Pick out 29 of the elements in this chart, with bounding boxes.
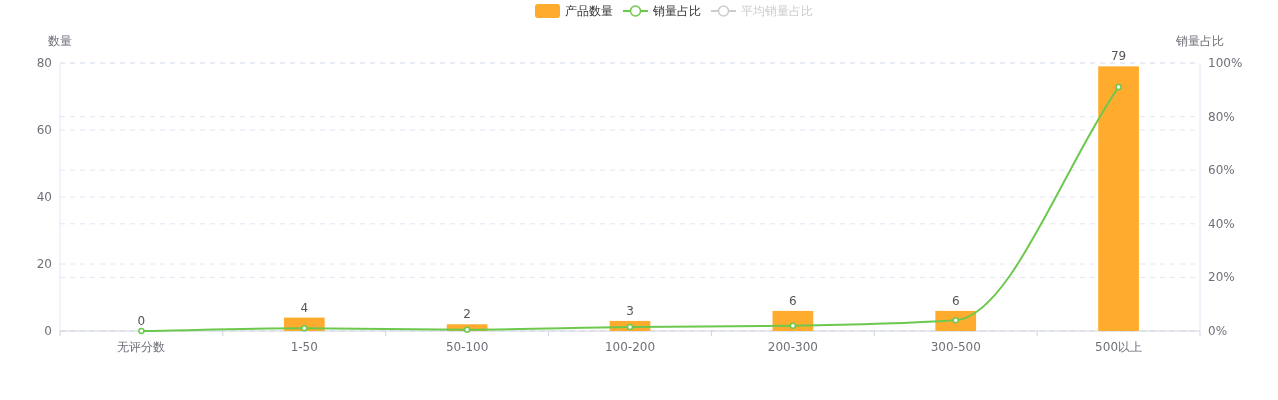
data-label: 6: [789, 293, 797, 308]
y2-tick-label: 40%: [1208, 216, 1235, 231]
data-label: 0: [137, 314, 146, 328]
y2-tick-label: 20%: [1208, 270, 1235, 285]
x-tick-label: 50-100: [445, 340, 489, 354]
x-tick-label: 1-50: [290, 340, 318, 354]
legend-label: 产品数量: [565, 4, 613, 18]
data-label: 6: [951, 293, 960, 308]
x-tick-label: 300-500: [930, 340, 981, 354]
y-axis-title: 数量: [48, 34, 72, 48]
data-label: 3: [626, 303, 634, 318]
y2-tick-label: 60%: [1208, 163, 1235, 178]
y-tick-label: 60: [36, 123, 52, 137]
y2-tick-label: 100%: [1208, 56, 1243, 70]
y-tick-label: 0: [44, 324, 52, 338]
x-tick-label: 200-300: [767, 340, 818, 354]
data-label: 2: [463, 307, 471, 322]
y-tick-label: 40: [36, 190, 52, 204]
data-label: 4: [300, 300, 309, 315]
y2-tick-label: 0%: [1208, 324, 1228, 338]
x-tick-label: 100-200: [604, 340, 656, 354]
x-tick-label: 500以上: [1095, 340, 1143, 354]
y-tick-label: 20: [36, 257, 52, 271]
legend-label: 销量占比: [652, 4, 701, 18]
y2-axis-title: 销量占比: [1175, 34, 1224, 48]
data-label: 79: [1110, 49, 1127, 64]
y-tick-label: 80: [36, 56, 52, 70]
y2-tick-label: 80%: [1208, 109, 1235, 124]
x-tick-label: 无评分数: [117, 340, 166, 354]
